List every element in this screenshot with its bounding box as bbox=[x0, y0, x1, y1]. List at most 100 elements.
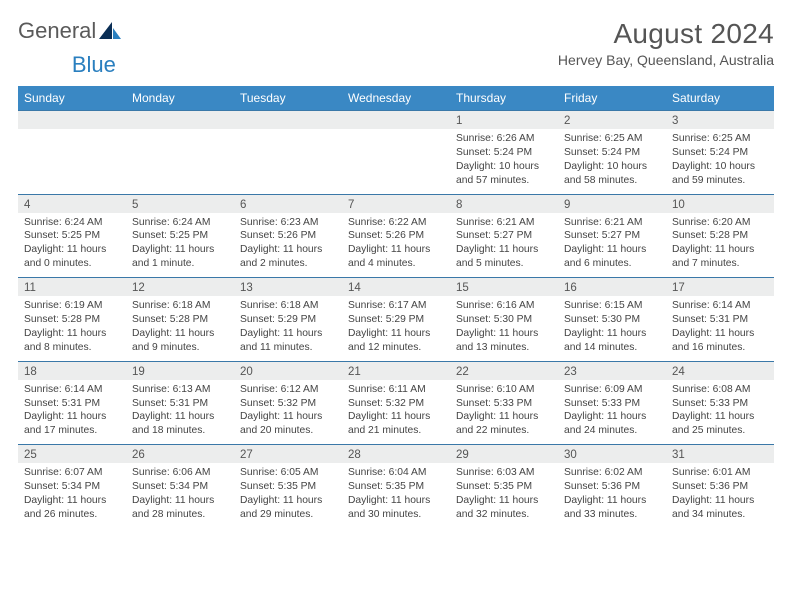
sunrise-text: Sunrise: 6:14 AM bbox=[24, 383, 120, 397]
daynum-row: 11121314151617 bbox=[18, 278, 774, 297]
day-number-cell: 18 bbox=[18, 361, 126, 380]
day-detail-cell: Sunrise: 6:14 AMSunset: 5:31 PMDaylight:… bbox=[18, 380, 126, 445]
day-number-cell bbox=[126, 111, 234, 130]
daylight-text: Daylight: 11 hours and 16 minutes. bbox=[672, 327, 768, 355]
sunset-text: Sunset: 5:33 PM bbox=[672, 397, 768, 411]
daylight-text: Daylight: 11 hours and 12 minutes. bbox=[348, 327, 444, 355]
day-detail-cell: Sunrise: 6:19 AMSunset: 5:28 PMDaylight:… bbox=[18, 296, 126, 361]
sunset-text: Sunset: 5:35 PM bbox=[348, 480, 444, 494]
sunrise-text: Sunrise: 6:04 AM bbox=[348, 466, 444, 480]
brand-part2: Blue bbox=[72, 52, 116, 78]
day-detail-cell bbox=[342, 129, 450, 194]
sunrise-text: Sunrise: 6:21 AM bbox=[564, 216, 660, 230]
day-detail-cell: Sunrise: 6:16 AMSunset: 5:30 PMDaylight:… bbox=[450, 296, 558, 361]
sunset-text: Sunset: 5:29 PM bbox=[240, 313, 336, 327]
daylight-text: Daylight: 11 hours and 34 minutes. bbox=[672, 494, 768, 522]
sunset-text: Sunset: 5:29 PM bbox=[348, 313, 444, 327]
day-number-cell: 23 bbox=[558, 361, 666, 380]
day-detail-cell bbox=[18, 129, 126, 194]
title-block: August 2024 Hervey Bay, Queensland, Aust… bbox=[558, 18, 774, 68]
detail-row: Sunrise: 6:26 AMSunset: 5:24 PMDaylight:… bbox=[18, 129, 774, 194]
day-detail-cell: Sunrise: 6:18 AMSunset: 5:28 PMDaylight:… bbox=[126, 296, 234, 361]
day-detail-cell: Sunrise: 6:05 AMSunset: 5:35 PMDaylight:… bbox=[234, 463, 342, 528]
sunrise-text: Sunrise: 6:01 AM bbox=[672, 466, 768, 480]
sunrise-text: Sunrise: 6:24 AM bbox=[24, 216, 120, 230]
sunset-text: Sunset: 5:31 PM bbox=[24, 397, 120, 411]
day-number-cell: 8 bbox=[450, 194, 558, 213]
brand-part1: General bbox=[18, 18, 96, 44]
sunset-text: Sunset: 5:24 PM bbox=[672, 146, 768, 160]
day-detail-cell: Sunrise: 6:14 AMSunset: 5:31 PMDaylight:… bbox=[666, 296, 774, 361]
daylight-text: Daylight: 11 hours and 17 minutes. bbox=[24, 410, 120, 438]
sunset-text: Sunset: 5:35 PM bbox=[240, 480, 336, 494]
sunrise-text: Sunrise: 6:06 AM bbox=[132, 466, 228, 480]
day-detail-cell bbox=[126, 129, 234, 194]
day-number-cell: 24 bbox=[666, 361, 774, 380]
day-number-cell bbox=[234, 111, 342, 130]
brand-logo: General bbox=[18, 18, 121, 44]
day-detail-cell: Sunrise: 6:24 AMSunset: 5:25 PMDaylight:… bbox=[126, 213, 234, 278]
day-number-cell: 25 bbox=[18, 445, 126, 464]
weekday-header: Monday bbox=[126, 86, 234, 111]
day-detail-cell: Sunrise: 6:25 AMSunset: 5:24 PMDaylight:… bbox=[666, 129, 774, 194]
day-number-cell: 6 bbox=[234, 194, 342, 213]
day-number-cell: 16 bbox=[558, 278, 666, 297]
daylight-text: Daylight: 11 hours and 9 minutes. bbox=[132, 327, 228, 355]
page-title: August 2024 bbox=[558, 18, 774, 50]
day-number-cell: 30 bbox=[558, 445, 666, 464]
sunset-text: Sunset: 5:33 PM bbox=[456, 397, 552, 411]
daylight-text: Daylight: 11 hours and 13 minutes. bbox=[456, 327, 552, 355]
daynum-row: 18192021222324 bbox=[18, 361, 774, 380]
sunset-text: Sunset: 5:28 PM bbox=[24, 313, 120, 327]
day-number-cell: 10 bbox=[666, 194, 774, 213]
daylight-text: Daylight: 11 hours and 6 minutes. bbox=[564, 243, 660, 271]
day-number-cell: 2 bbox=[558, 111, 666, 130]
day-detail-cell: Sunrise: 6:17 AMSunset: 5:29 PMDaylight:… bbox=[342, 296, 450, 361]
day-detail-cell bbox=[234, 129, 342, 194]
day-detail-cell: Sunrise: 6:21 AMSunset: 5:27 PMDaylight:… bbox=[450, 213, 558, 278]
day-number-cell: 1 bbox=[450, 111, 558, 130]
sunset-text: Sunset: 5:26 PM bbox=[348, 229, 444, 243]
daylight-text: Daylight: 11 hours and 22 minutes. bbox=[456, 410, 552, 438]
weekday-header: Saturday bbox=[666, 86, 774, 111]
day-number-cell: 21 bbox=[342, 361, 450, 380]
weekday-header-row: SundayMondayTuesdayWednesdayThursdayFrid… bbox=[18, 86, 774, 111]
sunset-text: Sunset: 5:28 PM bbox=[132, 313, 228, 327]
day-number-cell: 29 bbox=[450, 445, 558, 464]
sunset-text: Sunset: 5:24 PM bbox=[456, 146, 552, 160]
daylight-text: Daylight: 11 hours and 18 minutes. bbox=[132, 410, 228, 438]
day-number-cell: 9 bbox=[558, 194, 666, 213]
sunset-text: Sunset: 5:36 PM bbox=[672, 480, 768, 494]
daynum-row: 25262728293031 bbox=[18, 445, 774, 464]
day-detail-cell: Sunrise: 6:07 AMSunset: 5:34 PMDaylight:… bbox=[18, 463, 126, 528]
sunrise-text: Sunrise: 6:14 AM bbox=[672, 299, 768, 313]
sunset-text: Sunset: 5:32 PM bbox=[348, 397, 444, 411]
detail-row: Sunrise: 6:07 AMSunset: 5:34 PMDaylight:… bbox=[18, 463, 774, 528]
day-detail-cell: Sunrise: 6:21 AMSunset: 5:27 PMDaylight:… bbox=[558, 213, 666, 278]
sunset-text: Sunset: 5:26 PM bbox=[240, 229, 336, 243]
sunrise-text: Sunrise: 6:23 AM bbox=[240, 216, 336, 230]
sunset-text: Sunset: 5:32 PM bbox=[240, 397, 336, 411]
sunset-text: Sunset: 5:25 PM bbox=[132, 229, 228, 243]
day-detail-cell: Sunrise: 6:24 AMSunset: 5:25 PMDaylight:… bbox=[18, 213, 126, 278]
daylight-text: Daylight: 11 hours and 25 minutes. bbox=[672, 410, 768, 438]
daylight-text: Daylight: 11 hours and 8 minutes. bbox=[24, 327, 120, 355]
sunrise-text: Sunrise: 6:03 AM bbox=[456, 466, 552, 480]
day-number-cell: 17 bbox=[666, 278, 774, 297]
day-number-cell: 28 bbox=[342, 445, 450, 464]
sunrise-text: Sunrise: 6:15 AM bbox=[564, 299, 660, 313]
daylight-text: Daylight: 11 hours and 32 minutes. bbox=[456, 494, 552, 522]
day-detail-cell: Sunrise: 6:09 AMSunset: 5:33 PMDaylight:… bbox=[558, 380, 666, 445]
day-number-cell: 3 bbox=[666, 111, 774, 130]
day-number-cell bbox=[18, 111, 126, 130]
daylight-text: Daylight: 11 hours and 1 minute. bbox=[132, 243, 228, 271]
sunset-text: Sunset: 5:30 PM bbox=[456, 313, 552, 327]
day-detail-cell: Sunrise: 6:03 AMSunset: 5:35 PMDaylight:… bbox=[450, 463, 558, 528]
daylight-text: Daylight: 11 hours and 11 minutes. bbox=[240, 327, 336, 355]
sunrise-text: Sunrise: 6:25 AM bbox=[672, 132, 768, 146]
day-detail-cell: Sunrise: 6:20 AMSunset: 5:28 PMDaylight:… bbox=[666, 213, 774, 278]
sunrise-text: Sunrise: 6:08 AM bbox=[672, 383, 768, 397]
day-number-cell: 20 bbox=[234, 361, 342, 380]
weekday-header: Wednesday bbox=[342, 86, 450, 111]
day-detail-cell: Sunrise: 6:26 AMSunset: 5:24 PMDaylight:… bbox=[450, 129, 558, 194]
